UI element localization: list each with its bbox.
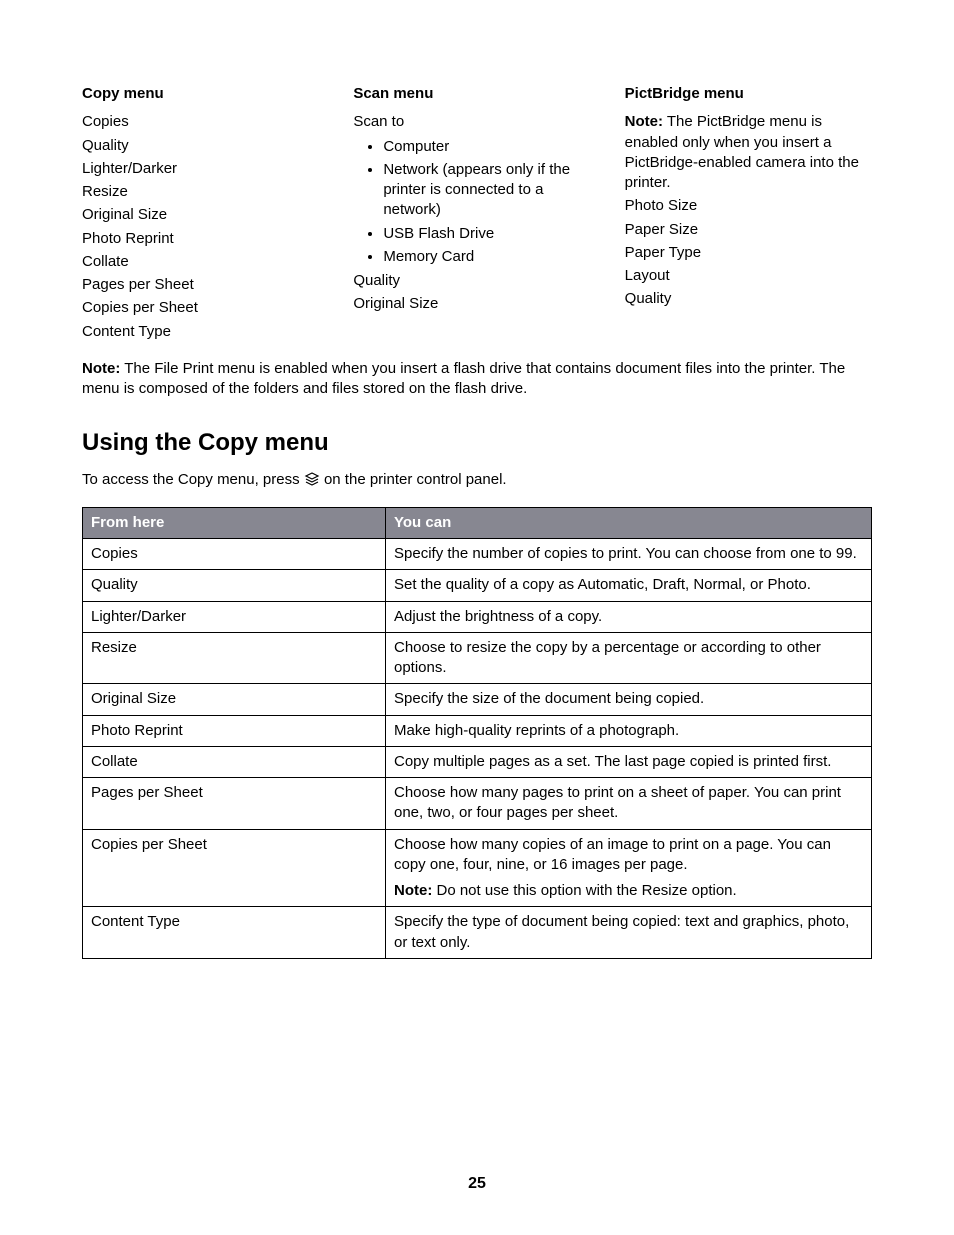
- cell-note: Note: Do not use this option with the Re…: [394, 881, 863, 901]
- cell-val: Specify the type of document being copie…: [386, 907, 872, 959]
- table-header-youcan: You can: [386, 507, 872, 538]
- copy-menu-item: Quality: [82, 136, 329, 156]
- table-row: Copies Specify the number of copies to p…: [83, 539, 872, 570]
- pictbridge-note: Note: The PictBridge menu is enabled onl…: [625, 112, 872, 193]
- page: Copy menu Copies Quality Lighter/Darker …: [0, 0, 954, 1235]
- scan-menu-item: Scan to: [353, 112, 600, 132]
- cell-text: Adjust the brightness of a copy.: [394, 607, 863, 627]
- scan-menu-title: Scan menu: [353, 84, 600, 104]
- cell-val: Choose how many pages to print on a shee…: [386, 778, 872, 830]
- scan-to-item: Memory Card: [383, 247, 600, 267]
- cell-text: Choose how many pages to print on a shee…: [394, 783, 863, 824]
- cell-val: Specify the size of the document being c…: [386, 684, 872, 715]
- cell-val: Specify the number of copies to print. Y…: [386, 539, 872, 570]
- settings-button-icon: [304, 471, 320, 493]
- scan-menu-item: Quality: [353, 271, 600, 291]
- table-row: Resize Choose to resize the copy by a pe…: [83, 632, 872, 684]
- cell-key: Photo Reprint: [83, 715, 386, 746]
- cell-key: Resize: [83, 632, 386, 684]
- cell-text: Specify the type of document being copie…: [394, 912, 863, 953]
- menu-columns: Copy menu Copies Quality Lighter/Darker …: [82, 84, 872, 345]
- table-row: Quality Set the quality of a copy as Aut…: [83, 570, 872, 601]
- table-row: Content Type Specify the type of documen…: [83, 907, 872, 959]
- cell-text: Copy multiple pages as a set. The last p…: [394, 752, 863, 772]
- cell-val: Choose how many copies of an image to pr…: [386, 829, 872, 907]
- access-post: on the printer control panel.: [324, 471, 507, 488]
- pictbridge-menu-item: Photo Size: [625, 196, 872, 216]
- pictbridge-menu-item: Paper Type: [625, 243, 872, 263]
- copy-menu-col: Copy menu Copies Quality Lighter/Darker …: [82, 84, 329, 345]
- scan-to-list: Computer Network (appears only if the pr…: [353, 137, 600, 268]
- pictbridge-menu-col: PictBridge menu Note: The PictBridge men…: [625, 84, 872, 345]
- section-heading: Using the Copy menu: [82, 427, 872, 459]
- cell-key: Content Type: [83, 907, 386, 959]
- cell-key: Lighter/Darker: [83, 601, 386, 632]
- table-row: Photo Reprint Make high-quality reprints…: [83, 715, 872, 746]
- note-label: Note:: [394, 882, 432, 899]
- copy-menu-item: Resize: [82, 182, 329, 202]
- pictbridge-menu-title: PictBridge menu: [625, 84, 872, 104]
- table-body: Copies Specify the number of copies to p…: [83, 539, 872, 959]
- cell-val: Set the quality of a copy as Automatic, …: [386, 570, 872, 601]
- pictbridge-menu-item: Layout: [625, 266, 872, 286]
- scan-menu-col: Scan menu Scan to Computer Network (appe…: [353, 84, 600, 345]
- scan-to-item: Network (appears only if the printer is …: [383, 160, 600, 221]
- note-label: Note:: [82, 360, 120, 377]
- table-row: Collate Copy multiple pages as a set. Th…: [83, 746, 872, 777]
- note-text: The File Print menu is enabled when you …: [82, 360, 845, 397]
- scan-menu-item: Original Size: [353, 294, 600, 314]
- copy-menu-title: Copy menu: [82, 84, 329, 104]
- table-row: Pages per Sheet Choose how many pages to…: [83, 778, 872, 830]
- note-text: Do not use this option with the Resize o…: [432, 882, 736, 899]
- cell-text: Specify the size of the document being c…: [394, 689, 863, 709]
- cell-val: Adjust the brightness of a copy.: [386, 601, 872, 632]
- copy-menu-table: From here You can Copies Specify the num…: [82, 507, 872, 959]
- cell-text: Specify the number of copies to print. Y…: [394, 544, 863, 564]
- cell-key: Copies: [83, 539, 386, 570]
- cell-key: Collate: [83, 746, 386, 777]
- access-instruction: To access the Copy menu, press on the pr…: [82, 470, 872, 493]
- note-label: Note:: [625, 113, 663, 130]
- copy-menu-item: Collate: [82, 252, 329, 272]
- cell-val: Copy multiple pages as a set. The last p…: [386, 746, 872, 777]
- scan-to-item: Computer: [383, 137, 600, 157]
- table-row: Original Size Specify the size of the do…: [83, 684, 872, 715]
- cell-key: Pages per Sheet: [83, 778, 386, 830]
- cell-key: Quality: [83, 570, 386, 601]
- table-header-from: From here: [83, 507, 386, 538]
- copy-menu-item: Pages per Sheet: [82, 275, 329, 295]
- copy-menu-item: Photo Reprint: [82, 229, 329, 249]
- cell-text: Set the quality of a copy as Automatic, …: [394, 575, 863, 595]
- cell-val: Make high-quality reprints of a photogra…: [386, 715, 872, 746]
- copy-menu-item: Content Type: [82, 322, 329, 342]
- copy-menu-item: Copies per Sheet: [82, 298, 329, 318]
- cell-key: Original Size: [83, 684, 386, 715]
- scan-to-item: USB Flash Drive: [383, 224, 600, 244]
- table-row: Lighter/Darker Adjust the brightness of …: [83, 601, 872, 632]
- cell-val: Choose to resize the copy by a percentag…: [386, 632, 872, 684]
- access-pre: To access the Copy menu, press: [82, 471, 304, 488]
- cell-text: Make high-quality reprints of a photogra…: [394, 721, 863, 741]
- copy-menu-item: Lighter/Darker: [82, 159, 329, 179]
- pictbridge-menu-item: Paper Size: [625, 220, 872, 240]
- page-number: 25: [0, 1173, 954, 1195]
- file-print-note: Note: The File Print menu is enabled whe…: [82, 359, 872, 400]
- table-row: Copies per Sheet Choose how many copies …: [83, 829, 872, 907]
- cell-text: Choose how many copies of an image to pr…: [394, 835, 863, 876]
- pictbridge-menu-item: Quality: [625, 289, 872, 309]
- copy-menu-item: Original Size: [82, 205, 329, 225]
- cell-key: Copies per Sheet: [83, 829, 386, 907]
- copy-menu-item: Copies: [82, 112, 329, 132]
- cell-text: Choose to resize the copy by a percentag…: [394, 638, 863, 679]
